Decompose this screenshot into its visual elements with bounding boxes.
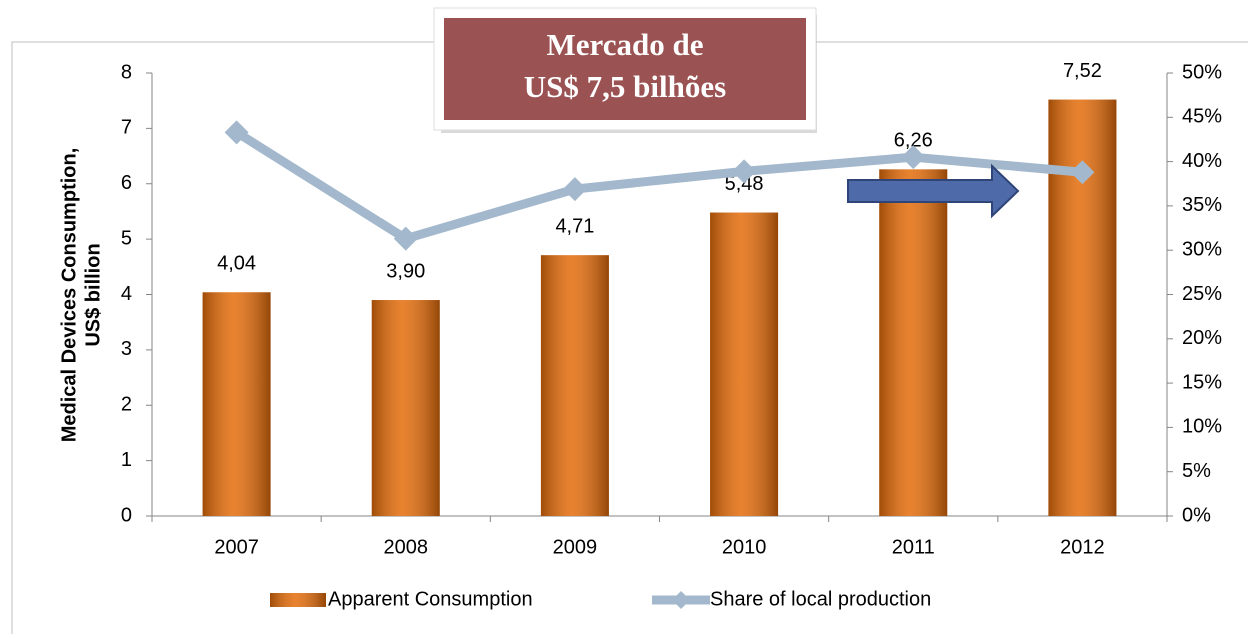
annotation: Mercado de: [547, 27, 704, 62]
legend-swatch-shade: [270, 593, 326, 607]
y2-tick-label: 40%: [1182, 150, 1222, 172]
arrow: [847, 163, 1020, 219]
y2-tick-label: 25%: [1182, 283, 1222, 305]
bar-shade: [710, 212, 779, 517]
x-tick-label: 2011: [892, 536, 935, 558]
data-label: 3,90: [386, 260, 425, 282]
y2-tick-label: 30%: [1182, 238, 1222, 260]
y2-tick-label: 10%: [1182, 416, 1222, 438]
y2-tick-label: 35%: [1182, 194, 1222, 216]
line-marker: [901, 145, 926, 170]
data-label: 6,26: [894, 130, 933, 152]
bar-shade: [202, 292, 271, 516]
data-label: 4,71: [555, 215, 594, 237]
bar-shade: [540, 255, 609, 516]
line-marker: [393, 226, 418, 251]
data-label: 5,48: [725, 173, 764, 195]
line-marker: [224, 120, 249, 145]
legend-label: Apparent Consumption: [328, 588, 533, 610]
x-tick-label: 2008: [384, 536, 429, 558]
y2-tick-label: 0%: [1182, 504, 1211, 526]
y-axis-label-line: US$ billion: [82, 243, 104, 346]
y-tick-label: 7: [121, 117, 132, 139]
legend-swatch-marker: [672, 591, 690, 609]
x-tick-label: 2010: [722, 536, 767, 558]
data-label: 7,52: [1063, 60, 1102, 82]
y-tick-label: 5: [121, 227, 132, 249]
y-tick-label: 1: [121, 449, 132, 471]
y-tick-label: 2: [121, 394, 132, 416]
legend-label: Share of local production: [710, 588, 931, 610]
y-tick-label: 0: [121, 504, 132, 526]
y2-tick-label: 5%: [1182, 460, 1211, 482]
y-tick-label: 8: [121, 61, 132, 83]
y2-tick-label: 45%: [1182, 106, 1222, 128]
x-tick-label: 2007: [214, 536, 259, 558]
y-tick-label: 6: [121, 172, 132, 194]
y2-tick-label: 20%: [1182, 327, 1222, 349]
x-tick-label: 2012: [1060, 536, 1105, 558]
annotation-box: [444, 18, 806, 120]
line-marker: [732, 159, 757, 184]
y-tick-label: 4: [121, 283, 132, 305]
line: [234, 128, 1083, 244]
bar-shade: [879, 169, 948, 517]
line-marker: [562, 177, 587, 202]
annotation: US$ 7,5 bilhões: [524, 69, 726, 104]
y-tick-label: 3: [121, 338, 132, 360]
x-tick-label: 2009: [553, 536, 598, 558]
data-label: 4,04: [217, 253, 256, 275]
y-axis-label: Medical Devices Consumption, US$ billion: [58, 148, 104, 443]
y2-tick-label: 15%: [1182, 371, 1222, 393]
bar-shade: [371, 300, 440, 516]
y-axis-label-line: Medical Devices Consumption,: [58, 148, 80, 443]
y2-tick-label: 50%: [1182, 61, 1222, 83]
plot: 0 1 2 3 4 5 6 7 8 0% 5% 10% 15% 20% 25% 30% 35% 40% 45% 50%…: [121, 60, 1222, 610]
line-marker: [1070, 160, 1095, 185]
